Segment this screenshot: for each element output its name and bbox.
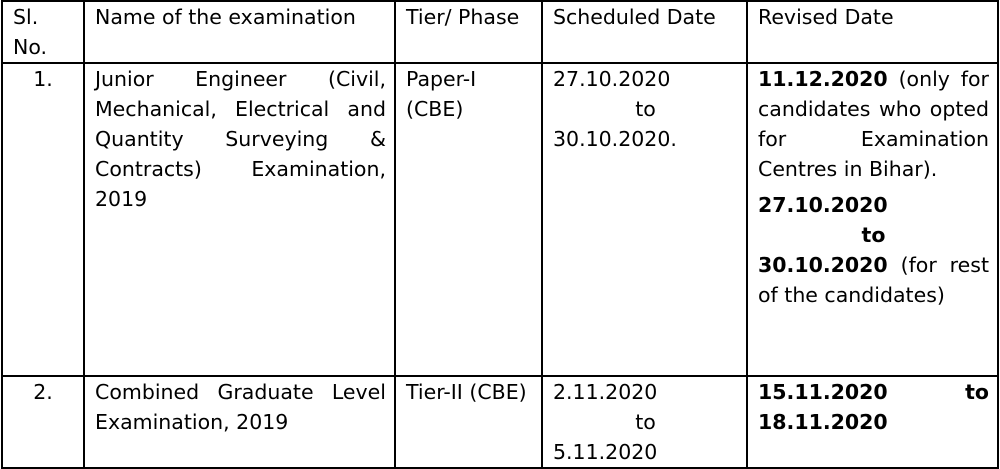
header-cell: Name of the examination: [83, 0, 396, 64]
scheduled-line: to: [635, 97, 656, 121]
name-cell: Junior Engineer (Civil, Mechanical, Elec…: [83, 62, 396, 377]
row: 2. Combined Graduate Level Examination, 2…: [1, 375, 999, 469]
revised-cell: 15.11.2020 to 18.11.2020: [746, 375, 999, 469]
tier-cell: Paper-I (CBE): [394, 62, 543, 377]
revised-paragraph: 15.11.2020 to 18.11.2020: [758, 377, 989, 437]
revised-date: 30.10.2020: [758, 253, 888, 277]
serial-cell: 2.: [1, 375, 85, 469]
scheduled-cell: 2.11.2020 to 5.11.2020: [541, 375, 748, 469]
revised-date: 27.10.2020: [758, 193, 888, 217]
header-cell: Tier/ Phase: [394, 0, 543, 64]
revised-note: (for rest of the candidates): [758, 253, 989, 307]
tier-cell: Tier-II (CBE): [394, 375, 543, 469]
row: 1. Junior Engineer (Civil, Mechanical, El…: [1, 62, 999, 377]
scheduled-line: 27.10.2020: [553, 67, 671, 91]
revised-paragraph: 11.12.2020 (only for candidates who opte…: [758, 64, 989, 184]
revised-paragraph: 27.10.2020 to 30.10.2020 (for rest of the …: [758, 190, 989, 310]
scheduled-line: to: [635, 410, 656, 434]
header-cell: Revised Date: [746, 0, 999, 64]
scheduled-line: 5.11.2020: [553, 440, 658, 464]
revised-note: (only for candidates who opted for Exami…: [758, 67, 989, 181]
name-cell: Combined Graduate Level Examination, 201…: [83, 375, 396, 469]
revised-date: 15.11.2020 to 18.11.2020: [758, 380, 989, 434]
revised-date: 11.12.2020: [758, 67, 888, 91]
revised-cell: 11.12.2020 (only for candidates who opte…: [746, 62, 999, 377]
header-row: Sl. No. Name of the examination Tier/ Phas…: [1, 0, 999, 64]
header-cell: Sl. No.: [1, 0, 85, 64]
serial-cell: 1.: [1, 62, 85, 377]
revised-date: to: [861, 223, 886, 247]
scheduled-line: 30.10.2020.: [553, 127, 677, 151]
header-cell: Scheduled Date: [541, 0, 748, 64]
scheduled-cell: 27.10.2020 to 30.10.2020.: [541, 62, 748, 377]
scheduled-line: 2.11.2020: [553, 380, 658, 404]
